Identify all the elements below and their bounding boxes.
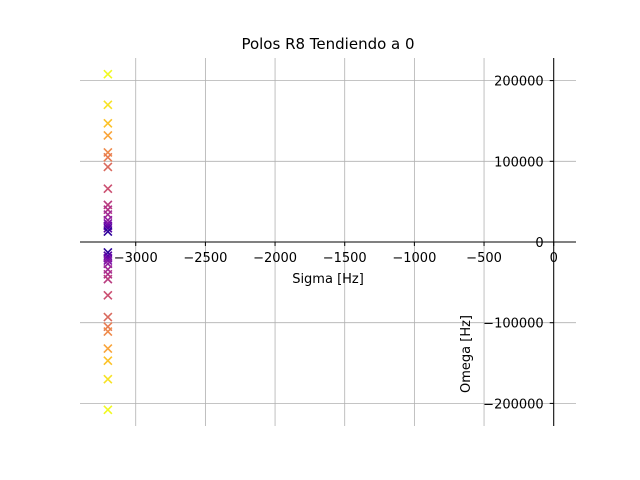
y-tick-label: 0 xyxy=(535,236,543,251)
pole-marker xyxy=(103,290,113,300)
pole-marker-stroke xyxy=(103,374,113,384)
y-tick-label: 100000 xyxy=(494,155,544,170)
pole-marker-stroke xyxy=(103,356,113,366)
chart-title: Polos R8 Tendiendo a 0 xyxy=(241,35,414,53)
pole-marker xyxy=(103,152,113,162)
pole-marker-stroke xyxy=(103,100,113,110)
pole-marker xyxy=(103,343,113,354)
y-tick-label: −200000 xyxy=(483,397,544,412)
pole-marker-stroke xyxy=(103,162,113,172)
pole-markers xyxy=(103,69,113,415)
pole-marker xyxy=(103,374,113,384)
pole-marker xyxy=(103,223,113,233)
pole-marker-stroke xyxy=(103,130,113,141)
pole-marker-stroke xyxy=(103,152,113,162)
y-axis-title: Omega [Hz] xyxy=(459,315,474,393)
pole-marker xyxy=(103,226,113,237)
pole-marker xyxy=(103,312,113,322)
pole-marker-stroke xyxy=(103,69,113,79)
pole-marker xyxy=(103,405,113,415)
pole-marker-stroke xyxy=(103,255,113,266)
x-tick-label: −2500 xyxy=(183,251,227,266)
pole-marker-stroke xyxy=(103,327,113,337)
x-tick-label: 0 xyxy=(550,251,558,266)
x-tick-label: −3000 xyxy=(114,251,158,266)
x-axis-title: Sigma [Hz] xyxy=(292,272,364,287)
pole-marker-stroke xyxy=(103,274,113,284)
pole-marker xyxy=(103,274,113,284)
pole-marker xyxy=(103,184,113,194)
pole-marker xyxy=(103,100,113,110)
pole-marker xyxy=(103,327,113,337)
pole-marker xyxy=(103,255,113,266)
axis-ticks: −3000 −2500 −2000 −1500 −1000 −500 0 200000 1000… xyxy=(114,75,558,413)
pole-marker-stroke xyxy=(103,343,113,354)
pole-marker xyxy=(103,130,113,141)
y-tick-label: −100000 xyxy=(483,317,544,332)
pole-marker xyxy=(103,118,113,128)
x-tick-label: −1500 xyxy=(323,251,367,266)
pole-marker-stroke xyxy=(103,312,113,322)
pole-marker-stroke xyxy=(103,226,113,237)
y-tick-label: 200000 xyxy=(494,75,544,90)
pole-marker-stroke xyxy=(103,290,113,300)
pole-marker-stroke xyxy=(103,118,113,128)
pole-marker-stroke xyxy=(103,223,113,233)
pole-marker-stroke xyxy=(103,184,113,194)
pole-marker-stroke xyxy=(103,405,113,415)
pole-marker xyxy=(103,69,113,79)
x-tick-label: −2000 xyxy=(253,251,297,266)
pole-marker xyxy=(103,356,113,366)
pole-marker xyxy=(103,162,113,172)
x-tick-label: −1000 xyxy=(392,251,436,266)
x-tick-label: −500 xyxy=(466,251,502,266)
